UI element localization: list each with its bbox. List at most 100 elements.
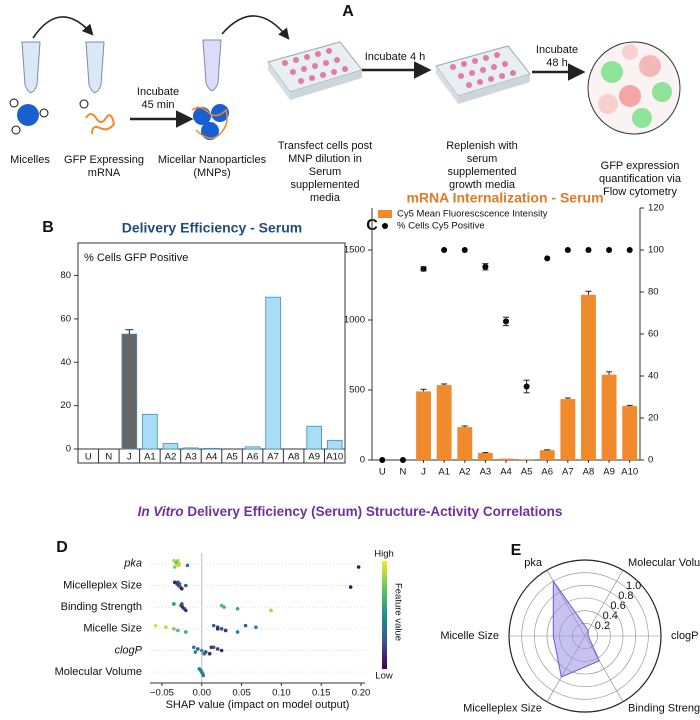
bar (601, 374, 617, 460)
y-tick-label: 0 (360, 455, 365, 466)
y-tick-label: 20 (60, 400, 71, 411)
legend-swatch (378, 210, 392, 218)
x-tick-label: A10 (621, 467, 638, 478)
bar (306, 425, 322, 450)
chart-title: Delivery Efficiency - Serum (122, 220, 303, 236)
legend-label: % Cells Cy5 Positive (397, 221, 485, 232)
y-tick-label: 0 (66, 444, 71, 455)
axis-label: Molecular Volume (628, 557, 700, 569)
radial-tick-label: 0.8 (618, 590, 633, 602)
x-tick-label: A3 (480, 467, 492, 478)
x-tick-label: A1 (144, 452, 156, 463)
stage-label: GFP expression (601, 160, 680, 172)
x-tick-label: A4 (500, 467, 512, 478)
dot (441, 247, 448, 253)
shap-point (202, 651, 206, 656)
shap-point (193, 650, 198, 654)
shap-point (201, 673, 206, 678)
shap-point (199, 648, 204, 653)
shap-point (207, 651, 212, 656)
axis-label: Micelle Size (440, 630, 499, 642)
shap-point (172, 627, 176, 631)
y2-tick-label: 100 (648, 245, 664, 256)
step-label: 48 h (546, 57, 567, 69)
x-tick-label: A1 (438, 467, 450, 478)
shap-point (219, 627, 224, 631)
bar (581, 294, 596, 460)
y2-tick-label: 0 (648, 455, 653, 466)
reagent-label: Micelles (10, 154, 50, 166)
y-tick-label: 500 (349, 385, 365, 396)
axis-label: clogP (671, 630, 699, 642)
shap-point (176, 628, 180, 633)
stage-label: serum (467, 153, 498, 165)
section-title-rest: Delivery Efficiency (Serum) Structure-Ac… (184, 504, 563, 519)
workflow-art (9, 15, 681, 140)
y2-tick-label: 120 (648, 203, 664, 214)
shap-point (184, 608, 188, 613)
shap-point (215, 627, 220, 631)
x-tick-label: 0.10 (272, 688, 291, 699)
x-tick-label: U (85, 452, 92, 463)
feature-label: clogP (114, 644, 142, 656)
shap-point (172, 565, 177, 569)
stage-label: growth media (449, 179, 516, 191)
x-tick-label: A3 (185, 452, 197, 463)
x-tick-label: A7 (562, 467, 574, 478)
shap-point (211, 623, 216, 628)
axis-label: Micelleplex Size (463, 703, 542, 715)
colorbar-high: High (374, 549, 394, 560)
radial-tick-label: 0.2 (595, 620, 610, 632)
shap-point (185, 563, 190, 568)
panel-label: B (42, 219, 54, 236)
x-tick-label: 0.20 (352, 688, 371, 699)
y-tick-label: 1000 (344, 315, 365, 326)
shap-point (222, 605, 226, 609)
shap-point (243, 623, 248, 628)
x-tick-label: J (421, 467, 426, 478)
shap-point (177, 562, 182, 566)
bar (142, 413, 158, 450)
bar (457, 427, 473, 460)
stage-label: supplemented (290, 179, 359, 191)
stage-label: supplemented (447, 166, 516, 178)
feature-label: Molecular Volume (55, 666, 142, 678)
bar (326, 439, 343, 450)
bar (121, 333, 138, 450)
shap-point (180, 602, 184, 606)
stage-label: Replenish with (446, 140, 518, 152)
shap-point (184, 630, 188, 634)
stage-label: Serum (309, 166, 341, 178)
y2-tick-label: 60 (648, 329, 659, 340)
bar (416, 391, 431, 460)
step-label: Incubate (137, 86, 179, 98)
feature-label: Micelle Size (83, 623, 142, 635)
dot (399, 457, 406, 463)
x-tick-label: N (399, 467, 406, 478)
x-tick-label: A4 (206, 452, 218, 463)
reagent-label: (MNPs) (193, 167, 230, 179)
legend-label: Cy5 Mean Fluorescscence Intensity (397, 209, 548, 220)
bar (498, 458, 514, 460)
axis-label: Binding Strength (628, 703, 700, 715)
x-axis-label: SHAP value (impact on model output) (166, 699, 350, 711)
radial-tick-label: 0.4 (603, 610, 618, 622)
bar (183, 447, 199, 450)
bar (436, 385, 452, 460)
reagent-label: Micellar Nanoparticles (158, 154, 267, 166)
x-tick-label: A6 (247, 452, 259, 463)
x-tick-label: A5 (226, 452, 238, 463)
x-tick-label: −0.05 (150, 688, 174, 699)
radial-tick-label: 1.0 (626, 580, 641, 592)
x-tick-label: J (127, 452, 132, 463)
bar (203, 447, 220, 450)
shap-point (356, 565, 361, 569)
bar (539, 450, 555, 460)
y-axis-label: % Cells GFP Positive (84, 252, 188, 264)
y-tick-label: 1500 (344, 245, 365, 256)
x-tick-label: A10 (326, 452, 343, 463)
y2-tick-label: 80 (648, 287, 659, 298)
shap-point (153, 623, 158, 628)
plot-frame (77, 242, 346, 464)
dot (606, 247, 613, 253)
